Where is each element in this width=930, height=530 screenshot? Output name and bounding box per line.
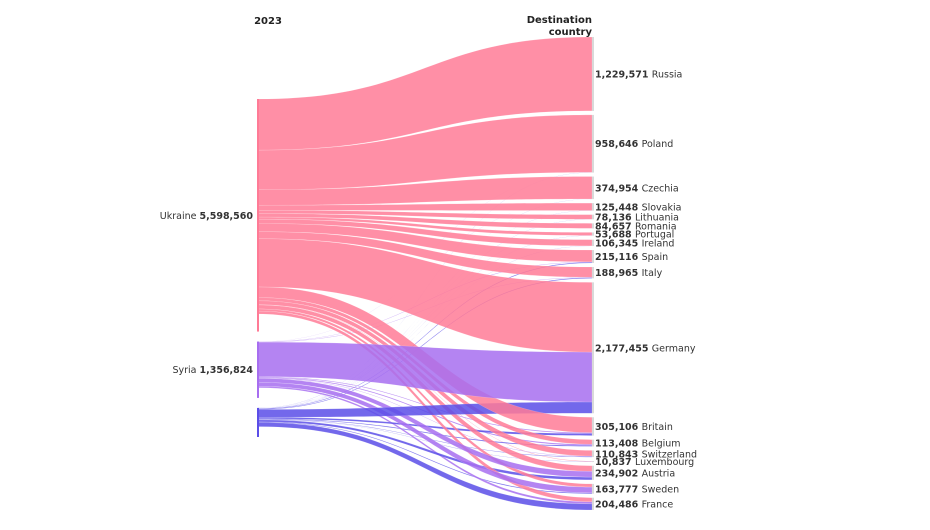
flow-link-other-belgium bbox=[257, 418, 593, 447]
target-label-romania: 84,657 Romania bbox=[595, 221, 677, 232]
target-label-poland: 958,646 Poland bbox=[595, 139, 673, 150]
flow-labels: 2023 Destination country Ukraine 5,598,5… bbox=[160, 15, 697, 510]
target-node-portugal bbox=[592, 232, 594, 236]
target-node-germany bbox=[592, 282, 594, 414]
source-header: 2023 bbox=[254, 16, 282, 27]
flow-links bbox=[257, 36, 593, 511]
target-label-britain: 305,106 Britain bbox=[595, 422, 673, 433]
target-label-ireland: 106,345 Ireland bbox=[595, 238, 674, 249]
target-node-austria bbox=[592, 465, 594, 480]
source-label-ukraine: Ukraine 5,598,560 bbox=[160, 211, 254, 222]
target-label-france: 204,486 France bbox=[595, 499, 673, 510]
flow-link-syria-germany bbox=[257, 341, 593, 403]
target-label-sweden: 163,777 Sweden bbox=[595, 484, 679, 495]
target-node-lithuania bbox=[592, 214, 594, 220]
target-node-ireland bbox=[592, 239, 594, 247]
target-node-switzerland bbox=[592, 450, 594, 458]
target-label-czechia: 374,954 Czechia bbox=[595, 183, 679, 194]
target-node-spain bbox=[592, 250, 594, 263]
target-label-lithuania: 78,136 Lithuania bbox=[595, 212, 679, 223]
flow-link-other-sweden bbox=[257, 421, 593, 494]
target-label-belgium: 113,408 Belgium bbox=[595, 439, 681, 450]
target-label-portugal: 53,688 Portugal bbox=[595, 230, 674, 241]
target-label-luxembourg: 10,837 Luxembourg bbox=[595, 457, 694, 468]
flow-nodes bbox=[257, 37, 594, 510]
target-node-france bbox=[592, 497, 594, 510]
target-node-belgium bbox=[592, 439, 594, 447]
target-node-russia bbox=[592, 37, 594, 111]
source-node-other bbox=[257, 407, 259, 437]
target-label-italy: 188,965 Italy bbox=[595, 268, 663, 279]
target-node-luxembourg bbox=[592, 461, 594, 463]
target-node-sweden bbox=[592, 483, 594, 494]
target-label-switzerland: 110,843 Switzerland bbox=[595, 449, 697, 460]
target-node-italy bbox=[592, 266, 594, 279]
target-label-austria: 234,902 Austria bbox=[595, 468, 675, 479]
target-header-line1: Destination bbox=[527, 15, 592, 26]
target-label-russia: 1,229,571 Russia bbox=[595, 69, 682, 80]
flow-link-ukraine-spain bbox=[257, 223, 593, 263]
source-node-syria bbox=[257, 341, 259, 398]
target-node-czechia bbox=[592, 176, 594, 200]
target-label-spain: 215,116 Spain bbox=[595, 252, 668, 263]
flow-link-ukraine-russia bbox=[257, 36, 593, 151]
source-node-ukraine bbox=[257, 99, 259, 332]
target-header-line2: country bbox=[549, 27, 593, 38]
target-node-poland bbox=[592, 114, 594, 173]
target-node-romania bbox=[592, 223, 594, 229]
target-label-slovakia: 125,448 Slovakia bbox=[595, 202, 681, 213]
target-node-slovakia bbox=[592, 203, 594, 211]
target-label-germany: 2,177,455 Germany bbox=[595, 343, 696, 354]
target-node-britain bbox=[592, 417, 594, 436]
source-label-syria: Syria 1,356,824 bbox=[172, 365, 253, 376]
